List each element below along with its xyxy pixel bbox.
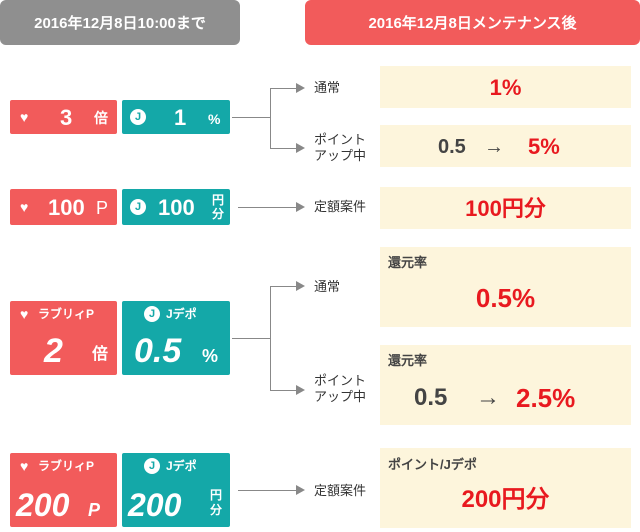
- before-header-text: 2016年12月8日10:00まで: [34, 15, 206, 32]
- connector-line: [238, 207, 296, 208]
- connector-line: [270, 148, 296, 149]
- j-circle-icon: J: [144, 458, 160, 474]
- branch-label-normal: 通常: [314, 80, 341, 95]
- jdepo-fixed-value: 100: [158, 195, 195, 220]
- connector-line: [232, 338, 270, 339]
- jdepo-fixed-box-2: J Jデポ 200 円 分: [122, 453, 230, 527]
- jdepo-rate-value: 0.5: [134, 332, 182, 370]
- result-caption: ポイント/Jデポ: [388, 457, 477, 472]
- jdepo-fixed-box: J 100 円 分: [122, 189, 230, 225]
- heart-rate-box: ♥ 3 倍: [10, 100, 117, 134]
- result-rate: 0.5%: [475, 283, 536, 313]
- result-rate-from: 0.5: [414, 384, 448, 411]
- heart-icon: ♥: [20, 306, 29, 322]
- result-box-pointup: 0.5 → 5%: [380, 125, 631, 167]
- after-header: 2016年12月8日メンテナンス後: [305, 0, 640, 45]
- branch-label-pointup-line1: ポイント: [314, 132, 367, 147]
- jdepo-rate-unit: %: [208, 111, 221, 127]
- branch-label-normal: 通常: [314, 279, 341, 294]
- arrow-right-icon: [296, 485, 305, 495]
- arrow-right-icon: [296, 385, 305, 395]
- heart-icon: ♥: [20, 109, 29, 125]
- branch-label-fixed: 定額案件: [314, 483, 367, 498]
- result-rate-from: 0.5: [438, 136, 466, 158]
- lovely-point-rate-unit: 倍: [92, 346, 109, 363]
- jdepo-rate-value: 1: [174, 105, 187, 130]
- heart-fixed-value: 100: [48, 195, 85, 220]
- branch-label-pointup-line1: ポイント: [314, 373, 367, 388]
- jdepo-label: Jデポ: [166, 459, 197, 473]
- j-circle-icon: J: [144, 306, 160, 322]
- jdepo-rate-box-2: J Jデポ 0.5 %: [122, 301, 230, 375]
- heart-icon: ♥: [20, 458, 29, 474]
- lovely-point-rate-box: ♥ ラブリィP 2 倍: [10, 301, 117, 375]
- lovely-point-rate-value: 2: [44, 332, 63, 370]
- jdepo-rate-unit: %: [202, 346, 219, 366]
- lovely-point-fixed-unit: P: [88, 500, 101, 520]
- j-circle-icon: J: [130, 199, 146, 215]
- connector-line: [270, 88, 296, 89]
- connector-line: [270, 88, 271, 149]
- branch-label-pointup-line2: アップ中: [314, 389, 367, 404]
- result-box-fixed-2: ポイント/Jデポ 200円分: [380, 448, 631, 528]
- result-caption: 還元率: [388, 255, 428, 270]
- jdepo-fixed-unit-yen: 円: [212, 193, 225, 207]
- heart-fixed-box: ♥ 100 P: [10, 189, 117, 225]
- result-box-pointup-rate: 還元率 0.5 → 2.5%: [380, 345, 631, 425]
- connector-line: [270, 286, 271, 391]
- arrow-right-icon: →: [484, 136, 504, 158]
- jdepo-fixed-unit-bun: 分: [210, 503, 223, 517]
- result-box-normal: 1%: [380, 66, 631, 108]
- heart-icon: ♥: [20, 199, 29, 215]
- result-rate-to: 5%: [528, 134, 560, 159]
- lovely-point-label: ラブリィP: [38, 307, 95, 321]
- result-fixed: 200円分: [461, 486, 550, 513]
- jdepo-fixed-value: 200: [128, 487, 182, 523]
- jdepo-label: Jデポ: [166, 307, 197, 321]
- before-header: 2016年12月8日10:00まで: [0, 0, 240, 45]
- arrow-right-icon: [296, 143, 305, 153]
- jdepo-fixed-unit-yen: 円: [210, 488, 223, 502]
- heart-rate-unit: 倍: [94, 110, 108, 126]
- result-box-normal-rate: 還元率 0.5%: [380, 247, 631, 327]
- arrow-right-icon: →: [476, 384, 500, 411]
- branch-label-fixed: 定額案件: [314, 199, 367, 214]
- jdepo-rate-box: J 1 %: [122, 100, 230, 134]
- lovely-point-fixed-box: ♥ ラブリィP 200 P: [10, 453, 117, 527]
- heart-rate-value: 3: [60, 105, 73, 130]
- lovely-point-fixed-value: 200: [16, 487, 70, 523]
- connector-line: [232, 117, 270, 118]
- connector-line: [270, 286, 296, 287]
- heart-fixed-unit: P: [96, 198, 109, 218]
- arrow-right-icon: [296, 202, 305, 212]
- branch-label-pointup-line2: アップ中: [314, 148, 367, 163]
- result-box-fixed: 100円分: [380, 187, 631, 229]
- after-header-text: 2016年12月8日メンテナンス後: [368, 15, 577, 32]
- lovely-point-label: ラブリィP: [38, 459, 95, 473]
- connector-line: [270, 390, 296, 391]
- arrow-right-icon: [296, 83, 305, 93]
- connector-line: [238, 490, 296, 491]
- arrow-right-icon: [296, 281, 305, 291]
- result-rate-to: 2.5%: [516, 383, 576, 413]
- result-rate: 1%: [489, 75, 522, 100]
- result-caption: 還元率: [388, 353, 428, 368]
- j-circle-icon: J: [130, 109, 146, 125]
- jdepo-fixed-unit-bun: 分: [212, 207, 225, 221]
- result-fixed: 100円分: [465, 196, 546, 221]
